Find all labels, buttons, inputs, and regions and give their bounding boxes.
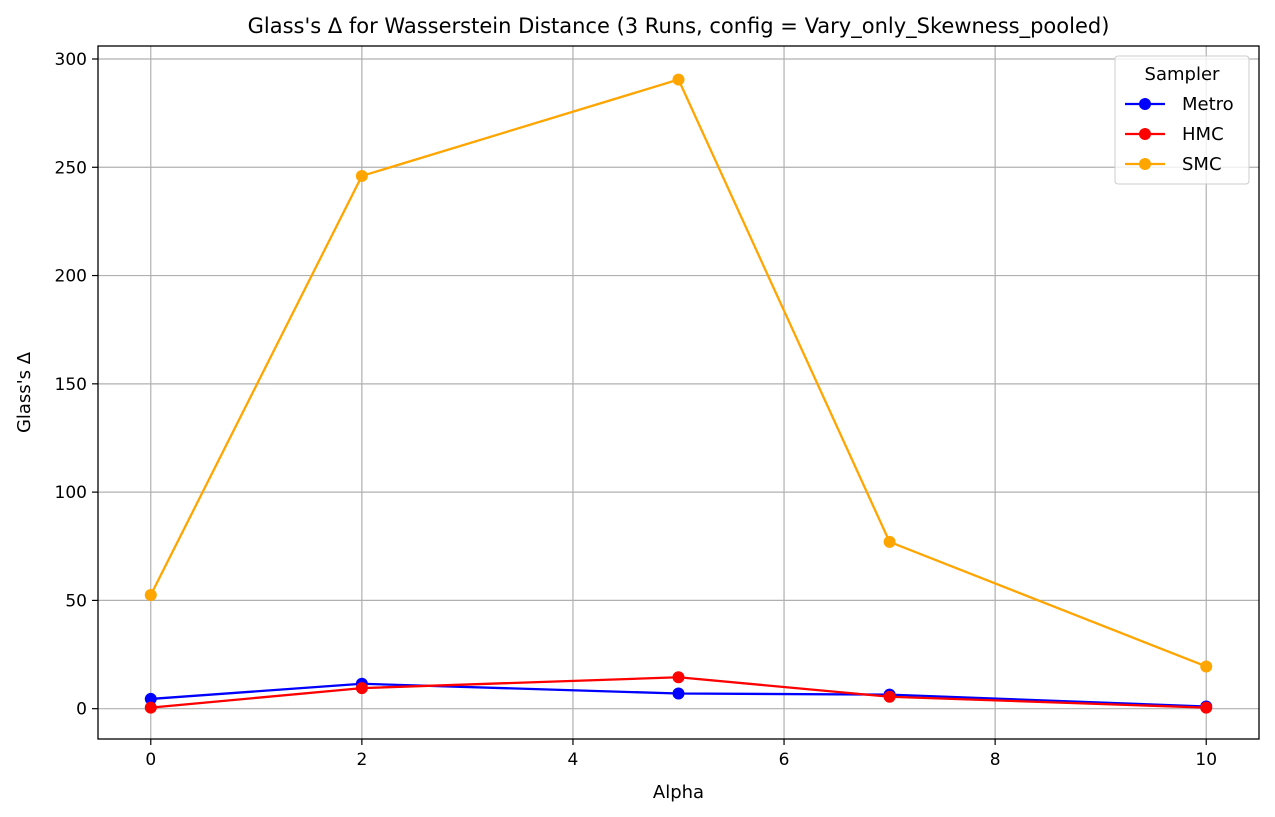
series-smc <box>144 73 1213 673</box>
legend-marker <box>1139 128 1151 140</box>
data-point <box>355 169 368 182</box>
x-tick-label: 10 <box>1195 750 1217 770</box>
y-axis-ticks: 0 50 100 150 200 250 300 <box>55 50 98 720</box>
series-layer <box>144 73 1213 714</box>
legend-box <box>1114 55 1250 185</box>
x-axis-ticks: 0 2 4 6 8 10 <box>145 739 1217 770</box>
y-tick-label: 150 <box>55 375 87 395</box>
data-point <box>883 535 896 548</box>
x-tick-label: 8 <box>990 750 1001 770</box>
plot-frame <box>97 45 1260 740</box>
legend-label: HMC <box>1182 124 1224 145</box>
y-tick-label: 200 <box>55 267 87 287</box>
y-tick-label: 50 <box>65 591 87 611</box>
data-point <box>355 682 368 695</box>
data-point <box>1200 701 1213 714</box>
legend-label: SMC <box>1182 154 1222 175</box>
y-axis-label: Glass's Δ <box>14 351 35 433</box>
x-tick-label: 4 <box>568 750 579 770</box>
data-point <box>883 690 896 703</box>
data-point <box>1200 660 1213 673</box>
legend-marker <box>1139 158 1151 170</box>
legend-entries: Metro HMC SMC <box>1125 94 1234 175</box>
x-axis-label: Alpha <box>653 782 704 803</box>
legend-entry-smc: SMC <box>1125 154 1222 175</box>
y-tick-label: 0 <box>76 700 87 720</box>
legend: Sampler Metro HMC SMC <box>1114 55 1250 185</box>
legend-entry-metro: Metro <box>1125 94 1234 115</box>
data-point <box>144 692 157 705</box>
legend-title: Sampler <box>1145 64 1220 85</box>
y-tick-label: 250 <box>55 158 87 178</box>
data-point <box>144 588 157 601</box>
series-hmc <box>144 671 1213 714</box>
y-tick-label: 300 <box>55 50 87 70</box>
data-point <box>672 671 685 684</box>
data-point <box>672 687 685 700</box>
x-tick-label: 6 <box>779 750 790 770</box>
grid <box>98 46 1259 739</box>
x-tick-label: 0 <box>145 750 156 770</box>
legend-label: Metro <box>1182 94 1234 115</box>
data-point <box>672 73 685 86</box>
chart-title: Glass's Δ for Wasserstein Distance (3 Ru… <box>248 14 1110 39</box>
legend-entry-hmc: HMC <box>1125 124 1224 145</box>
data-point <box>144 701 157 714</box>
legend-marker <box>1139 98 1151 110</box>
x-tick-label: 2 <box>356 750 367 770</box>
y-tick-label: 100 <box>55 483 87 503</box>
